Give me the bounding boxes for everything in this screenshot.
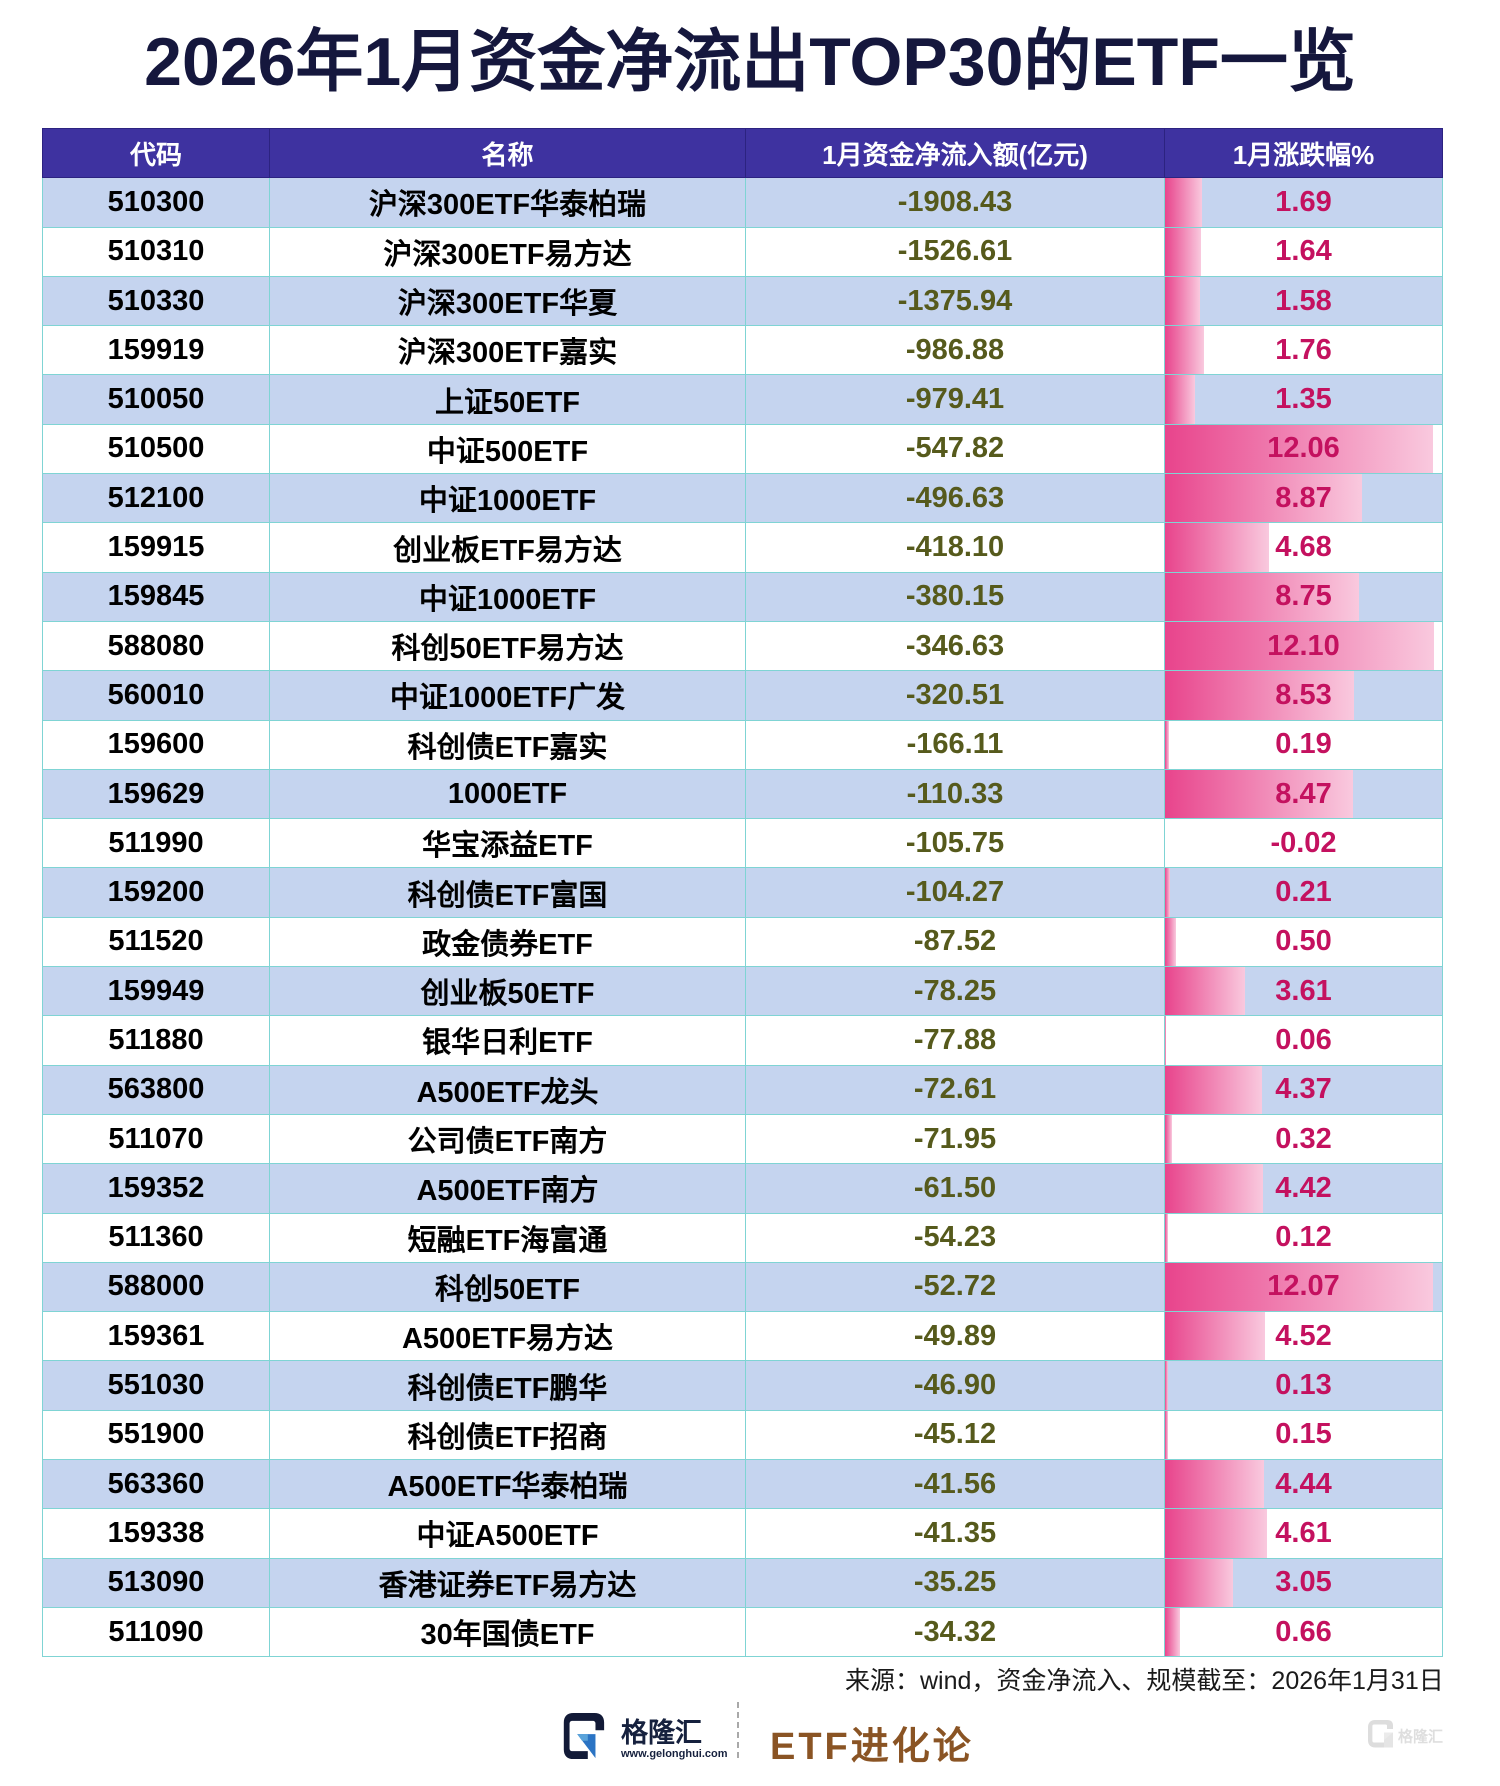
svg-text:www.gelonghui.com: www.gelonghui.com [621, 1748, 728, 1760]
svg-text:格隆汇: 格隆汇 [621, 1718, 702, 1748]
svg-text:格隆汇: 格隆汇 [1398, 1728, 1443, 1746]
